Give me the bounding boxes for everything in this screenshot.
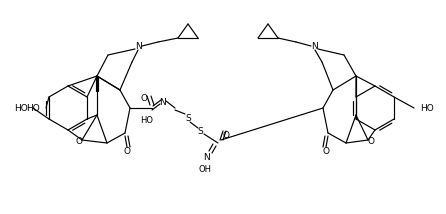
Text: N: N bbox=[312, 42, 318, 51]
Text: HO: HO bbox=[26, 104, 40, 113]
Text: HO: HO bbox=[140, 116, 153, 125]
Text: O: O bbox=[322, 147, 330, 156]
Text: O: O bbox=[75, 137, 83, 146]
Text: S: S bbox=[185, 113, 191, 122]
Text: S: S bbox=[197, 128, 203, 137]
Text: N: N bbox=[204, 153, 211, 162]
Text: N: N bbox=[160, 98, 166, 107]
Text: HO: HO bbox=[420, 104, 434, 113]
Text: OH: OH bbox=[198, 165, 211, 174]
Text: O: O bbox=[223, 131, 230, 140]
Text: O: O bbox=[368, 137, 375, 146]
Text: O: O bbox=[140, 94, 148, 103]
Text: HO: HO bbox=[14, 104, 28, 113]
Text: N: N bbox=[135, 42, 141, 51]
Text: O: O bbox=[124, 147, 131, 156]
